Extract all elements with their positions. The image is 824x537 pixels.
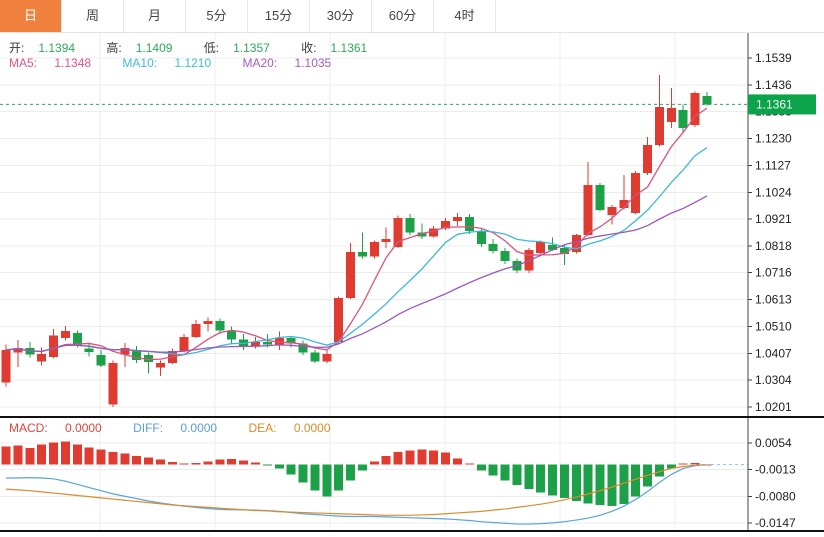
svg-text:1.0613: 1.0613 bbox=[755, 293, 792, 307]
svg-text:1.0921: 1.0921 bbox=[755, 212, 792, 226]
svg-text:0.0054: 0.0054 bbox=[755, 436, 792, 450]
macd-value: 0.0000 bbox=[65, 421, 102, 435]
macd-label: MACD: bbox=[9, 421, 48, 435]
ohlc-high: 高: 1.1409 bbox=[106, 41, 186, 55]
tab-30min[interactable]: 30分 bbox=[310, 0, 372, 32]
svg-text:1.0510: 1.0510 bbox=[755, 319, 792, 333]
ohlc-legend: 开: 1.1394 高: 1.1409 低: 1.1357 收: 1.1361 bbox=[9, 39, 395, 56]
period-tabbar: 日周月 5分 15分 30分 60分 4时 bbox=[0, 0, 824, 33]
ma20-value: 1.1035 bbox=[294, 56, 332, 70]
svg-text:-0.0147: -0.0147 bbox=[755, 516, 796, 530]
tab-60min[interactable]: 60分 bbox=[372, 0, 434, 32]
tab-day[interactable]: 日 bbox=[0, 0, 62, 32]
svg-text:1.0407: 1.0407 bbox=[755, 346, 792, 360]
ma20-label: MA20: bbox=[242, 56, 278, 70]
ma10-label: MA10: bbox=[122, 56, 158, 70]
svg-text:1.1539: 1.1539 bbox=[755, 51, 792, 65]
ma10-value: 1.1210 bbox=[174, 56, 212, 70]
ma5-item: MA5: 1.1348 bbox=[9, 56, 105, 70]
macd-item: MACD: 0.0000 bbox=[9, 421, 116, 435]
low-value: 1.1357 bbox=[233, 41, 270, 55]
ma10-item: MA10: 1.1210 bbox=[122, 56, 225, 70]
tab-5min[interactable]: 5分 bbox=[186, 0, 248, 32]
svg-text:1.1436: 1.1436 bbox=[755, 78, 792, 92]
ma5-value: 1.1348 bbox=[54, 56, 92, 70]
diff-item: DIFF: 0.0000 bbox=[133, 421, 231, 435]
dea-item: DEA: 0.0000 bbox=[248, 421, 344, 435]
svg-text:-0.0013: -0.0013 bbox=[755, 463, 796, 477]
svg-text:1.1024: 1.1024 bbox=[755, 185, 792, 199]
ma20-item: MA20: 1.1035 bbox=[242, 56, 345, 70]
tab-month[interactable]: 月 bbox=[124, 0, 186, 32]
tab-4hour[interactable]: 4时 bbox=[434, 0, 496, 32]
macd-legend: MACD: 0.0000 DIFF: 0.0000 DEA: 0.0000 bbox=[9, 421, 359, 435]
svg-text:-0.0080: -0.0080 bbox=[755, 489, 796, 503]
svg-text:1.0201: 1.0201 bbox=[755, 400, 792, 414]
svg-text:1.1127: 1.1127 bbox=[755, 158, 791, 172]
ohlc-open: 开: 1.1394 bbox=[9, 41, 89, 55]
diff-value: 0.0000 bbox=[180, 421, 218, 435]
ohlc-close: 收: 1.1361 bbox=[301, 41, 381, 55]
open-value: 1.1394 bbox=[38, 41, 76, 55]
high-label: 高: bbox=[106, 41, 122, 55]
diff-label: DIFF: bbox=[133, 421, 164, 435]
low-label: 低: bbox=[203, 41, 220, 55]
close-value: 1.1361 bbox=[330, 41, 368, 55]
ma5-label: MA5: bbox=[9, 56, 38, 70]
svg-text:1.0304: 1.0304 bbox=[755, 373, 792, 387]
svg-text:1.1361: 1.1361 bbox=[756, 97, 793, 111]
high-value: 1.1409 bbox=[135, 41, 173, 55]
open-label: 开: bbox=[9, 41, 25, 55]
svg-text:1.0818: 1.0818 bbox=[755, 239, 792, 253]
dea-value: 0.0000 bbox=[293, 421, 331, 435]
ma-legend: MA5: 1.1348 MA10: 1.1210 MA20: 1.1035 bbox=[9, 56, 359, 70]
close-label: 收: bbox=[301, 41, 317, 55]
svg-text:1.1230: 1.1230 bbox=[755, 132, 792, 146]
dea-label: DEA: bbox=[248, 421, 277, 435]
tab-15min[interactable]: 15分 bbox=[248, 0, 310, 32]
svg-text:1.0716: 1.0716 bbox=[755, 266, 792, 280]
tab-week[interactable]: 周 bbox=[62, 0, 124, 32]
ohlc-low: 低: 1.1357 bbox=[204, 41, 284, 55]
